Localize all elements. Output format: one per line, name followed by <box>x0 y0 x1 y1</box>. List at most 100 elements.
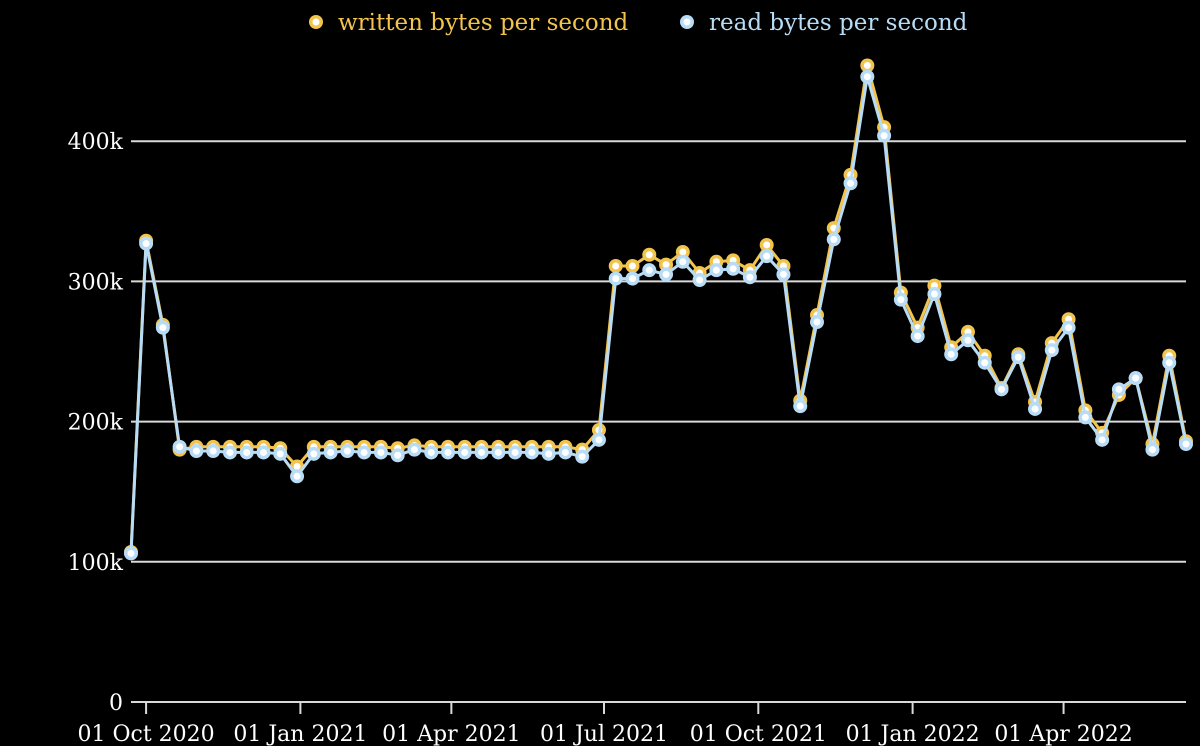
data-point[interactable] <box>239 445 254 460</box>
data-point[interactable] <box>810 315 825 330</box>
data-point[interactable] <box>675 254 690 269</box>
data-point[interactable] <box>222 445 237 460</box>
legend-item-written[interactable]: written bytes per second <box>309 10 629 36</box>
data-point[interactable] <box>323 445 338 460</box>
data-point[interactable] <box>1061 320 1076 335</box>
data-point[interactable] <box>390 448 405 463</box>
data-point[interactable] <box>189 444 204 459</box>
data-point[interactable] <box>124 546 138 561</box>
data-point[interactable] <box>742 270 757 285</box>
data-point[interactable] <box>1044 343 1059 358</box>
data-point[interactable] <box>625 271 640 286</box>
data-point[interactable] <box>675 244 690 259</box>
data-point[interactable] <box>1162 355 1177 370</box>
data-point[interactable] <box>373 445 388 460</box>
data-point[interactable] <box>340 444 355 459</box>
data-point[interactable] <box>273 446 288 461</box>
data-point[interactable] <box>608 258 623 273</box>
data-point-center <box>863 73 871 81</box>
data-point[interactable] <box>625 258 640 273</box>
data-point-center <box>679 258 687 266</box>
data-point[interactable] <box>860 69 875 84</box>
data-point[interactable] <box>759 249 774 264</box>
data-point[interactable] <box>1011 350 1026 365</box>
data-point-center <box>964 336 972 344</box>
data-point[interactable] <box>457 445 472 460</box>
data-point[interactable] <box>659 267 674 282</box>
y-axis: 0 100k 200k 300k 400k <box>68 130 124 716</box>
data-point[interactable] <box>206 444 221 459</box>
data-point[interactable] <box>1028 401 1043 416</box>
data-point[interactable] <box>155 320 170 335</box>
data-point[interactable] <box>608 271 623 286</box>
data-point[interactable] <box>642 247 657 262</box>
data-point[interactable] <box>1111 382 1126 397</box>
data-point[interactable] <box>944 347 959 362</box>
data-point[interactable] <box>793 399 808 414</box>
data-point[interactable] <box>591 432 606 447</box>
data-point-center <box>142 240 150 248</box>
data-point-center <box>176 443 184 451</box>
data-point[interactable] <box>357 445 372 460</box>
data-point[interactable] <box>172 439 187 454</box>
data-point[interactable] <box>994 382 1009 397</box>
data-point[interactable] <box>1128 371 1143 386</box>
data-point[interactable] <box>726 261 741 276</box>
data-point[interactable] <box>642 263 657 278</box>
data-point[interactable] <box>541 446 556 461</box>
data-point[interactable] <box>491 445 506 460</box>
data-point[interactable] <box>290 469 305 484</box>
x-tick-label: 01 Oct 2021 <box>690 722 827 746</box>
data-point[interactable] <box>692 272 707 287</box>
data-point[interactable] <box>776 267 791 282</box>
data-point[interactable] <box>1145 442 1160 457</box>
data-point[interactable] <box>659 257 674 272</box>
data-point[interactable] <box>960 333 975 348</box>
data-point[interactable] <box>1095 432 1110 447</box>
data-point[interactable] <box>558 445 573 460</box>
data-point-center <box>1065 324 1073 332</box>
data-point[interactable] <box>508 445 523 460</box>
data-point[interactable] <box>575 449 590 464</box>
data-point[interactable] <box>893 292 908 307</box>
legend-label-read: read bytes per second <box>709 10 968 36</box>
data-point[interactable] <box>910 329 925 344</box>
data-point-center <box>662 261 670 269</box>
data-point[interactable] <box>139 236 154 251</box>
data-point-center <box>226 448 234 456</box>
series-line <box>129 64 1188 553</box>
data-point[interactable] <box>927 287 942 302</box>
data-point-center <box>645 251 653 259</box>
legend-marker-read-center <box>683 18 691 26</box>
legend-item-read[interactable]: read bytes per second <box>680 10 968 36</box>
data-point-center <box>645 266 653 274</box>
data-point-center <box>830 235 838 243</box>
data-point[interactable] <box>256 445 271 460</box>
x-tick-label: 01 Jul 2021 <box>540 722 668 746</box>
data-point[interactable] <box>306 446 321 461</box>
data-point-center <box>1132 374 1140 382</box>
data-point-center <box>578 453 586 461</box>
data-point-center <box>1031 405 1039 413</box>
series-layer <box>124 58 1193 561</box>
data-point[interactable] <box>826 232 841 247</box>
data-point[interactable] <box>441 445 456 460</box>
data-point[interactable] <box>759 237 774 252</box>
data-point[interactable] <box>524 445 539 460</box>
data-point-center <box>779 270 787 278</box>
data-point[interactable] <box>424 445 439 460</box>
data-point[interactable] <box>877 128 892 143</box>
data-point-center <box>528 448 536 456</box>
data-point[interactable] <box>977 355 992 370</box>
data-point-center <box>260 448 268 456</box>
data-point-center <box>712 266 720 274</box>
data-point[interactable] <box>1078 410 1093 425</box>
x-tick-label: 01 Apr 2021 <box>382 722 520 746</box>
data-point-center <box>127 549 135 557</box>
data-point[interactable] <box>843 176 858 191</box>
data-point[interactable] <box>474 445 489 460</box>
data-point[interactable] <box>1179 437 1193 452</box>
data-point[interactable] <box>709 263 724 278</box>
data-point[interactable] <box>407 442 422 457</box>
data-point[interactable] <box>860 58 875 73</box>
